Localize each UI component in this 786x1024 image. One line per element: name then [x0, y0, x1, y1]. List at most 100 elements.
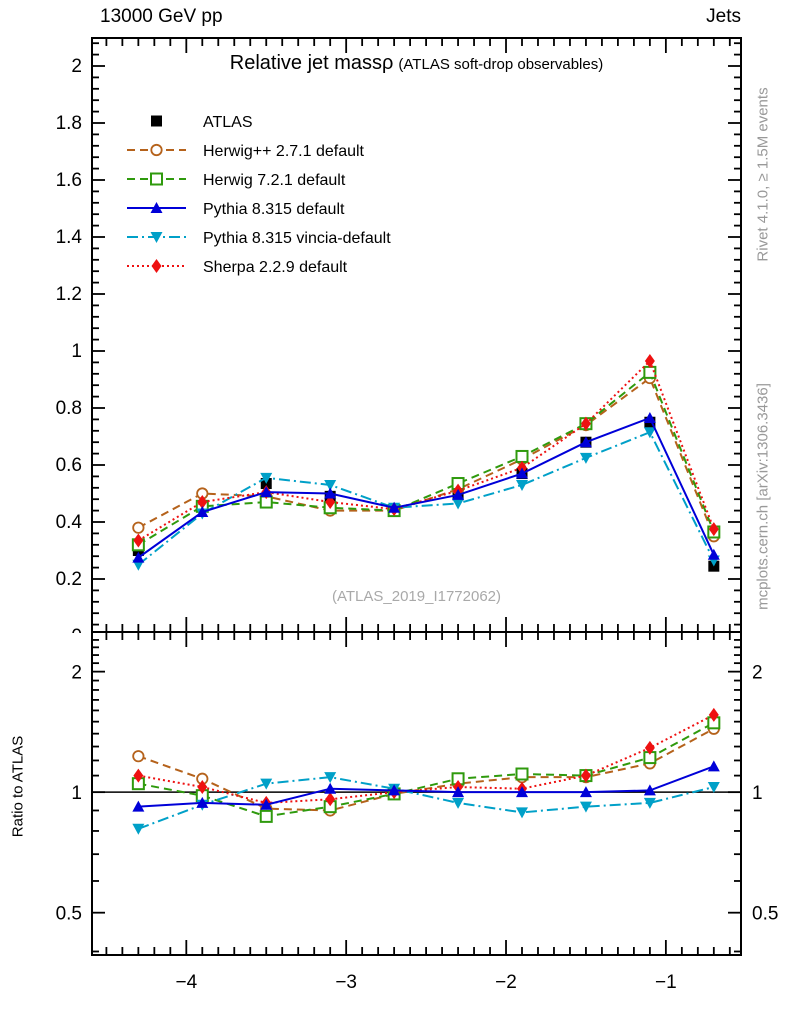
marker-diamond: [133, 533, 144, 548]
marker-diamond: [325, 495, 336, 510]
marker-triangle-up: [516, 467, 529, 479]
marker-square-open: [259, 809, 273, 823]
marker-triangle-up: [132, 800, 145, 812]
marker-triangle-down: [643, 427, 656, 439]
series-line-pythia-8-315-default: [138, 765, 715, 808]
marker-triangle-down: [579, 452, 592, 464]
tick-label: 0.5: [752, 904, 778, 925]
analysis-watermark: (ATLAS_2019_I1772062): [331, 588, 501, 605]
marker-triangle-down: [452, 797, 465, 809]
marker-diamond: [708, 522, 719, 537]
series-line-pythia-8-315-vincia-default: [137, 430, 715, 566]
marker-triangle-up: [707, 760, 720, 772]
tick-label: 2: [71, 56, 82, 77]
tick-label: −1: [655, 972, 677, 993]
marker-circle-open: [132, 750, 145, 763]
plot-title-qualifier: (ATLAS soft-drop observables): [398, 56, 604, 73]
marker-triangle-up: [707, 548, 720, 560]
ratio-panel: [91, 631, 742, 956]
tick-label: 1: [752, 783, 763, 804]
observable-symbol: ρ: [382, 52, 394, 74]
panel-separator: [0, 633, 786, 1024]
marker-diamond: [197, 780, 208, 795]
tick-label: 1.4: [56, 227, 83, 248]
marker-triangle-up: [579, 786, 592, 798]
main-panel: [91, 37, 742, 633]
tick-label: 1.8: [56, 113, 82, 134]
series-line-sherpa-2-2-9-default: [138, 713, 715, 804]
marker-triangle-down: [643, 797, 656, 809]
marker-triangle-down: [324, 772, 337, 784]
tick-label: −4: [175, 972, 197, 993]
ratio-axis-label: Ratio to ATLAS: [9, 735, 27, 838]
marker-triangle-down: [579, 801, 592, 813]
legend-label-pythia-8-315-vincia-default: Pythia 8.315 vincia-default: [203, 230, 391, 247]
tick-label: 1.6: [56, 170, 82, 191]
rivet-version-note: Rivet 4.1.0, ≥ 1.5M events: [754, 87, 772, 262]
marker-triangle-down: [516, 807, 529, 819]
series-line-pythia-8-315-vincia-default: [138, 776, 715, 830]
marker-triangle-up: [643, 411, 656, 423]
marker-triangle-down: [260, 472, 273, 484]
tick-label: 2: [752, 663, 763, 684]
marker-diamond: [325, 792, 336, 807]
marker-diamond: [580, 416, 591, 431]
series-line-herwig-2-7-1-default: [137, 376, 715, 537]
marker-triangle-down: [150, 232, 163, 243]
marker-triangle-up: [196, 506, 209, 518]
marker-triangle-up: [260, 798, 273, 810]
legend-label-sherpa-2-2-9-default: Sherpa 2.2.9 default: [203, 259, 348, 276]
legend-label-atlas: ATLAS: [203, 114, 253, 131]
marker-diamond: [644, 740, 655, 755]
marker-square-open: [515, 449, 529, 463]
marker-triangle-up: [196, 796, 209, 808]
tick-label: 0.4: [56, 512, 83, 533]
marker-diamond: [644, 353, 655, 368]
marker-triangle-up: [579, 436, 592, 448]
series-line-herwig-7-2-1-default: [138, 721, 715, 818]
plot-title-text: Relative jet mass: [229, 52, 383, 74]
marker-square-open: [150, 172, 163, 186]
legend-label-herwig-7-2-1-default: Herwig 7.2.1 default: [203, 172, 346, 189]
tick-label: 2: [71, 663, 82, 684]
marker-triangle-up: [388, 501, 401, 513]
series-line-sherpa-2-2-9-default: [137, 359, 715, 542]
series-line-herwig-7-2-1-default: [137, 370, 715, 546]
marker-triangle-up: [324, 487, 337, 499]
series-line-pythia-8-315-default: [137, 416, 715, 559]
marker-triangle-up: [388, 784, 401, 796]
marker-square-open: [515, 767, 529, 781]
tick-label: 0.8: [56, 398, 82, 419]
marker-triangle-up: [452, 488, 465, 500]
marker-triangle-up: [150, 202, 163, 213]
tick-label: 1: [71, 341, 82, 362]
tick-label: 1: [71, 783, 82, 804]
marker-square: [151, 115, 162, 127]
tick-label: −3: [335, 972, 357, 993]
plot-title: Relative jet massρ (ATLAS soft-drop obser…: [92, 52, 741, 75]
marker-diamond: [197, 495, 208, 510]
marker-triangle-down: [516, 479, 529, 491]
tick-label: 0.5: [56, 904, 82, 925]
tick-label: 0.2: [56, 569, 82, 590]
marker-square-open: [643, 365, 657, 379]
legend-label-pythia-8-315-default: Pythia 8.315 default: [203, 201, 345, 218]
marker-triangle-down: [452, 498, 465, 510]
marker-circle-open: [132, 521, 145, 534]
marker-triangle-down: [707, 782, 720, 794]
marker-circle-open: [150, 143, 163, 157]
marker-triangle-down: [260, 778, 273, 790]
legend-label-herwig-2-7-1-default: Herwig++ 2.7.1 default: [203, 143, 365, 160]
marker-diamond: [708, 707, 719, 722]
marker-diamond: [151, 259, 162, 273]
mcplots-arxiv-note: mcplots.cern.ch [arXiv:1306.3436]: [754, 383, 772, 610]
marker-triangle-up: [643, 784, 656, 796]
tick-label: −2: [495, 972, 517, 993]
marker-triangle-down: [132, 823, 145, 835]
process-label: Jets: [706, 6, 741, 27]
marker-triangle-up: [516, 786, 529, 798]
marker-diamond: [133, 768, 144, 783]
tick-label: 0.6: [56, 455, 82, 476]
